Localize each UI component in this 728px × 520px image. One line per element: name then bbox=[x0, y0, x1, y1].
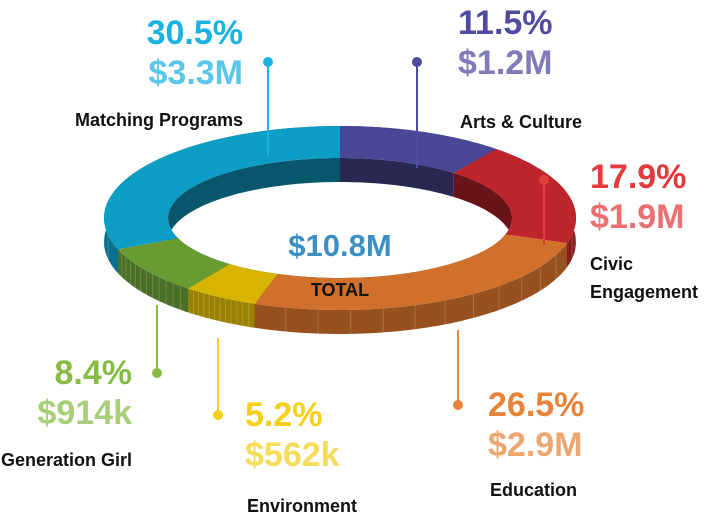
inner-wall bbox=[168, 158, 340, 263]
slice bbox=[118, 238, 230, 289]
leader-dot bbox=[412, 57, 422, 67]
outer-wall bbox=[118, 249, 189, 313]
slice bbox=[340, 126, 497, 173]
inner-wall bbox=[340, 158, 454, 197]
percent-label: 5.2% bbox=[245, 396, 323, 434]
leader-dot bbox=[453, 400, 463, 410]
slice bbox=[104, 126, 340, 250]
amount-label: $2.9M bbox=[488, 426, 583, 464]
percent-label: 30.5% bbox=[146, 14, 243, 52]
outer-wall bbox=[188, 288, 255, 328]
slice bbox=[254, 234, 567, 310]
slice bbox=[453, 149, 576, 244]
amount-label: $1.9M bbox=[590, 198, 685, 236]
amount-label: $1.2M bbox=[458, 44, 553, 82]
center-value: $10.8M bbox=[288, 228, 392, 263]
category-label: Education bbox=[490, 480, 578, 500]
category-label: Civic Engagement bbox=[590, 254, 699, 302]
amount-label: $3.3M bbox=[148, 54, 244, 92]
amount-label: $914k bbox=[37, 394, 132, 432]
leader-dot bbox=[213, 410, 223, 420]
center-label: TOTAL bbox=[310, 280, 370, 300]
leader-dot bbox=[263, 57, 273, 67]
percent-label: 17.9% bbox=[590, 158, 687, 196]
inner-wall bbox=[453, 173, 512, 259]
leader-dot bbox=[152, 368, 162, 378]
category-label: Generation Girl bbox=[0, 450, 132, 470]
percent-label: 11.5% bbox=[458, 4, 553, 42]
amount-label: $562k bbox=[245, 436, 340, 474]
percent-label: 8.4% bbox=[54, 354, 133, 392]
category-label: Matching Programs bbox=[74, 110, 243, 130]
slice bbox=[188, 264, 278, 304]
leader-dot bbox=[539, 175, 549, 185]
category-label: Arts & Culture bbox=[460, 112, 583, 132]
category-label: Environment bbox=[247, 496, 358, 516]
outer-wall bbox=[254, 243, 567, 334]
percent-label: 26.5% bbox=[488, 386, 585, 424]
